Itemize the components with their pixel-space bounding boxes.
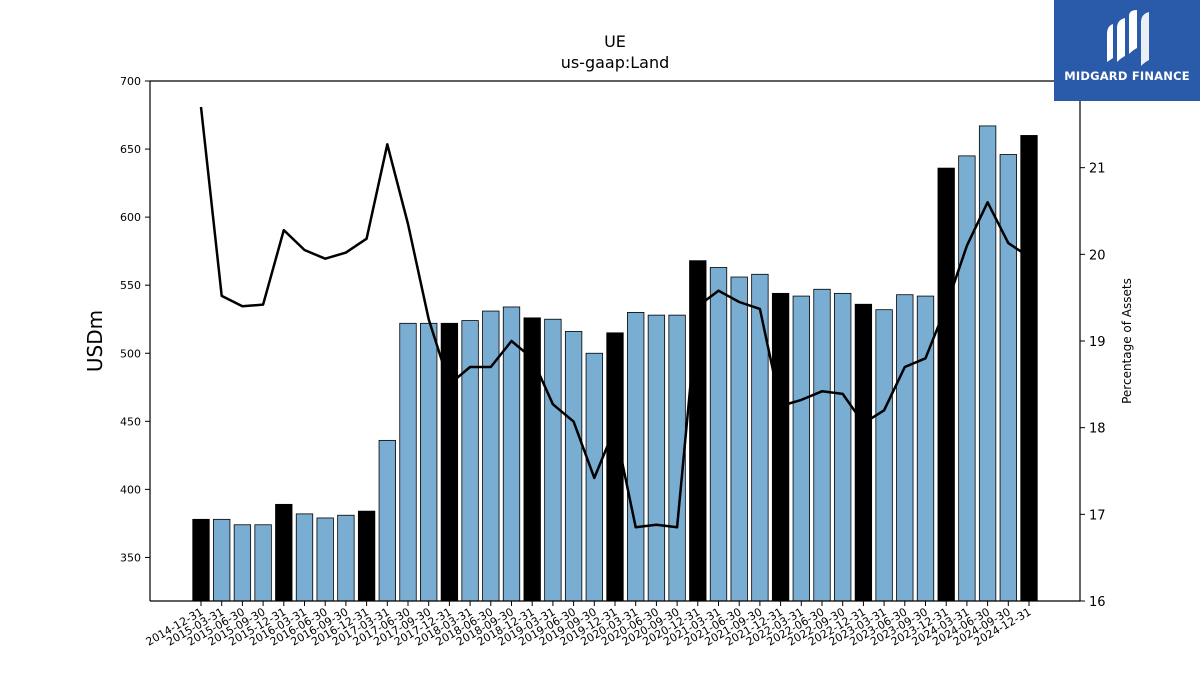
bar [254, 524, 272, 602]
bar [482, 310, 500, 602]
bar [378, 439, 396, 602]
y2-tick-label: 16 [1089, 595, 1106, 610]
bar [999, 154, 1017, 602]
bar [357, 510, 376, 602]
bar [337, 514, 355, 602]
bar [233, 524, 252, 602]
bar [709, 267, 728, 602]
bar [937, 167, 955, 602]
bar [792, 295, 810, 602]
bar [192, 518, 210, 602]
bar [647, 314, 666, 602]
bar [544, 318, 562, 602]
bar [978, 125, 997, 602]
y2-axis-label: Percentage of Assets [1120, 278, 1134, 404]
y2-tick-label: 20 [1089, 248, 1106, 263]
y-tick-label: 400 [120, 483, 141, 496]
midgard-finance-logo: MIDGARD FINANCE [1054, 0, 1200, 101]
chart-subtitle: us-gaap:Land [560, 53, 670, 72]
logo-text: MIDGARD FINANCE [1064, 69, 1190, 83]
y2-tick-label: 21 [1089, 162, 1106, 177]
bar [627, 312, 645, 602]
y2-tick-label: 18 [1089, 422, 1106, 437]
bar [751, 273, 769, 602]
bar [834, 292, 852, 602]
y2-tick-label: 19 [1089, 335, 1106, 350]
bar [813, 288, 831, 602]
bar [316, 517, 334, 602]
y-tick-label: 600 [120, 211, 141, 224]
bar [213, 518, 231, 602]
y-tick-label: 500 [120, 347, 141, 360]
bar [730, 276, 748, 602]
percentage-line [199, 106, 1030, 529]
bar [275, 503, 293, 602]
bar [461, 320, 479, 602]
y-tick-label: 350 [120, 551, 141, 564]
chart-title: UE [604, 32, 626, 51]
bar [854, 303, 873, 602]
y2-tick-label: 17 [1089, 508, 1106, 523]
bar [875, 309, 893, 602]
y-tick-label: 450 [120, 415, 141, 428]
y-tick-label: 700 [120, 75, 141, 88]
bar [420, 322, 438, 602]
bar [958, 155, 976, 602]
bar [606, 332, 624, 602]
y-axis-label: USDm [83, 310, 107, 372]
bar [502, 306, 521, 602]
bar [564, 331, 583, 602]
y-tick-label: 550 [120, 279, 141, 292]
midgard-logo-icon [1107, 10, 1149, 66]
bar [771, 292, 790, 602]
bar [1020, 135, 1038, 602]
y-tick-label: 650 [120, 143, 141, 156]
bar [295, 513, 314, 602]
bar [896, 294, 914, 602]
bar [399, 322, 417, 602]
